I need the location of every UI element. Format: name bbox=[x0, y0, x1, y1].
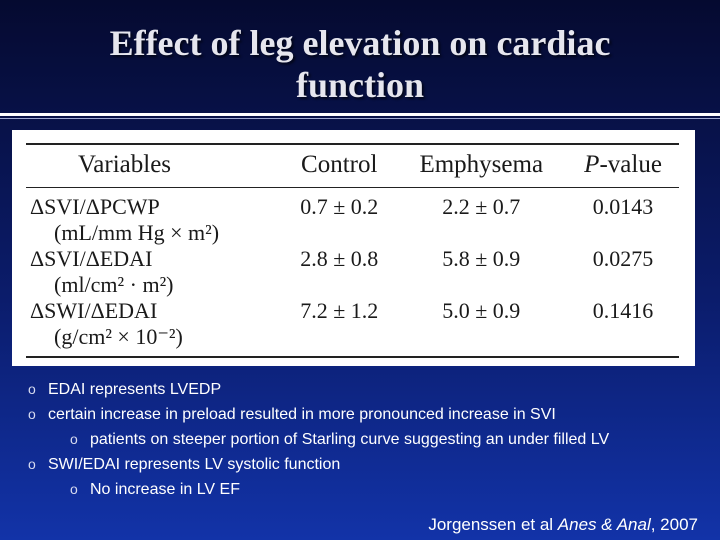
header-emphysema: Emphysema bbox=[395, 144, 568, 188]
bullet-item: o EDAI represents LVEDP bbox=[28, 377, 708, 402]
row-control-value: 7.2 ± 1.2 bbox=[300, 298, 379, 323]
citation-journal: Anes & Anal bbox=[557, 515, 651, 534]
row-variable-name: ΔSWI/ΔEDAI bbox=[30, 298, 158, 323]
table-row: ΔSWI/ΔEDAI (g/cm² × 10⁻²) 7.2 ± 1.2 5.0 … bbox=[26, 298, 679, 357]
citation-authors: Jorgenssen et al bbox=[428, 515, 558, 534]
row-p-value: 0.0143 bbox=[592, 194, 654, 219]
row-p-value: 0.0275 bbox=[592, 246, 654, 271]
row-variable-cell: ΔSWI/ΔEDAI (g/cm² × 10⁻²) bbox=[26, 298, 283, 357]
table-header-row: Variables Control Emphysema P-value bbox=[26, 144, 679, 188]
results-table: Variables Control Emphysema P-value ΔSVI… bbox=[26, 143, 679, 358]
results-table-panel: Variables Control Emphysema P-value ΔSVI… bbox=[12, 130, 695, 366]
row-emphysema-value: 5.8 ± 0.9 bbox=[442, 246, 521, 271]
row-variable-unit: (ml/cm² · m²) bbox=[54, 272, 174, 297]
title-divider-thin bbox=[0, 118, 720, 119]
bullet-text: patients on steeper portion of Starling … bbox=[90, 431, 610, 448]
slide-title: Effect of leg elevation on cardiac funct… bbox=[0, 22, 720, 106]
row-variable-unit: (mL/mm Hg × m²) bbox=[54, 220, 220, 245]
sub-bullet-circle-icon: o bbox=[70, 481, 78, 497]
bullet-item: o certain increase in preload resulted in… bbox=[28, 402, 708, 427]
row-variable-name: ΔSVI/ΔEDAI bbox=[30, 246, 153, 271]
title-divider-thick bbox=[0, 113, 720, 116]
bullet-text: certain increase in preload resulted in … bbox=[48, 406, 556, 423]
row-variable-cell: ΔSVI/ΔEDAI (ml/cm² · m²) bbox=[26, 246, 283, 298]
table-row: ΔSVI/ΔPCWP (mL/mm Hg × m²) 0.7 ± 0.2 2.2… bbox=[26, 188, 679, 247]
header-p-rest: -value bbox=[599, 151, 662, 178]
row-control-value: 0.7 ± 0.2 bbox=[300, 194, 379, 219]
header-control: Control bbox=[283, 144, 396, 188]
citation-year: , 2007 bbox=[650, 515, 698, 534]
bullet-circle-icon: o bbox=[28, 381, 36, 397]
table-row: ΔSVI/ΔEDAI (ml/cm² · m²) 2.8 ± 0.8 5.8 ±… bbox=[26, 246, 679, 298]
bullet-list: o EDAI represents LVEDP o certain increase… bbox=[28, 377, 708, 502]
header-p-letter: P bbox=[584, 151, 600, 178]
slide-title-line-2: function bbox=[295, 65, 425, 105]
bullet-text: No increase in LV EF bbox=[90, 481, 240, 498]
row-variable-cell: ΔSVI/ΔPCWP (mL/mm Hg × m²) bbox=[26, 188, 283, 247]
citation: Jorgenssen et al Anes & Anal, 2007 bbox=[428, 514, 698, 536]
row-emphysema-value: 2.2 ± 0.7 bbox=[442, 194, 521, 219]
row-emphysema-value: 5.0 ± 0.9 bbox=[442, 298, 521, 323]
bullet-circle-icon: o bbox=[28, 456, 36, 472]
slide-title-line-1: Effect of leg elevation on cardiac bbox=[109, 23, 611, 63]
header-variables: Variables bbox=[26, 144, 284, 188]
row-variable-name: ΔSVI/ΔPCWP bbox=[30, 194, 160, 219]
sub-bullet-item: o No increase in LV EF bbox=[28, 477, 708, 502]
sub-bullet-circle-icon: o bbox=[70, 431, 78, 447]
row-p-value: 0.1416 bbox=[592, 298, 654, 323]
bullet-text: SWI/EDAI represents LV systolic function bbox=[48, 456, 341, 473]
sub-bullet-item: o patients on steeper portion of Starling… bbox=[28, 427, 708, 452]
bullet-item: o SWI/EDAI represents LV systolic functio… bbox=[28, 452, 708, 477]
header-p-value: P-value bbox=[567, 144, 679, 188]
bullet-text: EDAI represents LVEDP bbox=[48, 381, 222, 398]
bullet-circle-icon: o bbox=[28, 406, 36, 422]
row-control-value: 2.8 ± 0.8 bbox=[300, 246, 379, 271]
row-variable-unit: (g/cm² × 10⁻²) bbox=[54, 324, 183, 349]
